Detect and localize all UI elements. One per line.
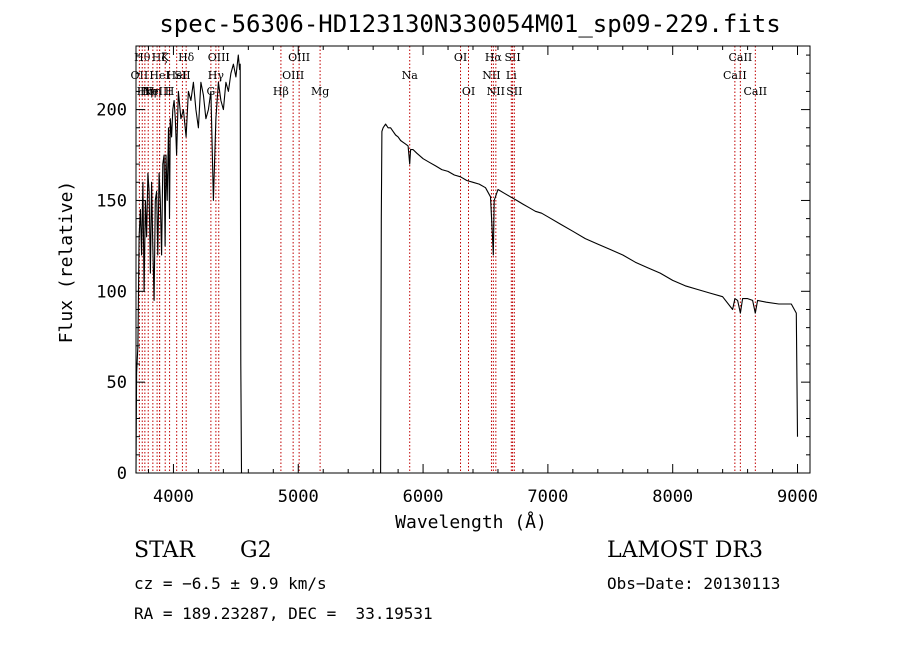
spectral-line-label: HeI	[166, 69, 186, 82]
x-tick-label: 8000	[652, 487, 693, 507]
spectral-line-label: OIII	[288, 51, 310, 64]
spectral-line-label: Hγ	[208, 69, 225, 82]
spectral-line-label: Hδ	[178, 51, 195, 64]
spectral-line-label: Na	[402, 69, 419, 82]
spectral-line-label: Mg	[311, 85, 329, 98]
spectral-line-label: K	[161, 51, 170, 64]
chart-title: spec-56306-HD123130N330054M01_sp09-229.f…	[159, 10, 780, 38]
spectral-line-label: OI	[454, 51, 467, 64]
y-tick-label: 200	[96, 101, 127, 121]
y-tick-label: 50	[107, 373, 127, 393]
spectral-line-label: Hθ	[134, 51, 151, 64]
y-tick-label: 150	[96, 191, 127, 211]
y-tick-label: 0	[117, 464, 127, 484]
x-tick-label: 4000	[153, 487, 194, 507]
survey-name: LAMOST DR3	[607, 538, 763, 563]
y-tick-label: 100	[96, 282, 127, 302]
coordinates: RA = 189.23287, DEC = 33.19531	[134, 604, 433, 623]
plot-frame	[135, 45, 811, 474]
redshift-info: cz = −6.5 ± 9.9 km/s	[134, 574, 327, 593]
spectral-line-label: Hα	[485, 51, 503, 64]
x-tick-label: 6000	[403, 487, 444, 507]
spectral-line-label: OII	[131, 69, 149, 82]
spectral-line-label: SII	[506, 85, 522, 98]
spectral-line-label: CaII	[723, 69, 747, 82]
spectral-line-label: NeIII	[143, 85, 172, 98]
spectral-line-label: NII	[487, 85, 505, 98]
spectral-line-label: Hβ	[273, 85, 289, 98]
spectral-line-label: SII	[174, 69, 190, 82]
x-tick-label: 9000	[777, 487, 818, 507]
spectral-line-label: Hη	[140, 85, 156, 98]
spectral-line-label: OI	[462, 85, 475, 98]
axis-ticks: 4000 5000 6000 7000 8000 9000 0 50 100 150 200	[96, 46, 818, 507]
spectral-line-label: OIII	[208, 51, 230, 64]
spectral-line-label: CaII	[743, 85, 767, 98]
spectral-line-label: Li	[506, 69, 517, 82]
spectral-line-label: NII	[482, 69, 500, 82]
x-tick-label: 7000	[527, 487, 568, 507]
object-subclass: G2	[240, 538, 272, 563]
y-axis-label: Flux (relative)	[56, 181, 77, 344]
spectrum-series	[135, 54, 799, 474]
spectral-line-markers: OIIHθHηHηHηNeIIIHζHeIKHHeISIIHδGHγOIIIHβ…	[131, 46, 767, 473]
spectral-line-label: SII	[504, 51, 520, 64]
spectral-line-label: OIII	[282, 69, 304, 82]
spectral-line-label: HeI	[149, 69, 169, 82]
spectral-line-label: H	[165, 85, 175, 98]
spectral-line-label: Hη	[137, 85, 153, 98]
spectral-line-label: CaII	[729, 51, 753, 64]
object-class: STAR	[134, 538, 195, 563]
spectrum-line	[135, 54, 799, 474]
x-tick-label: 5000	[278, 487, 319, 507]
observation-date: Obs−Date: 20130113	[607, 574, 781, 593]
x-axis-label: Wavelength (Å)	[395, 511, 547, 533]
